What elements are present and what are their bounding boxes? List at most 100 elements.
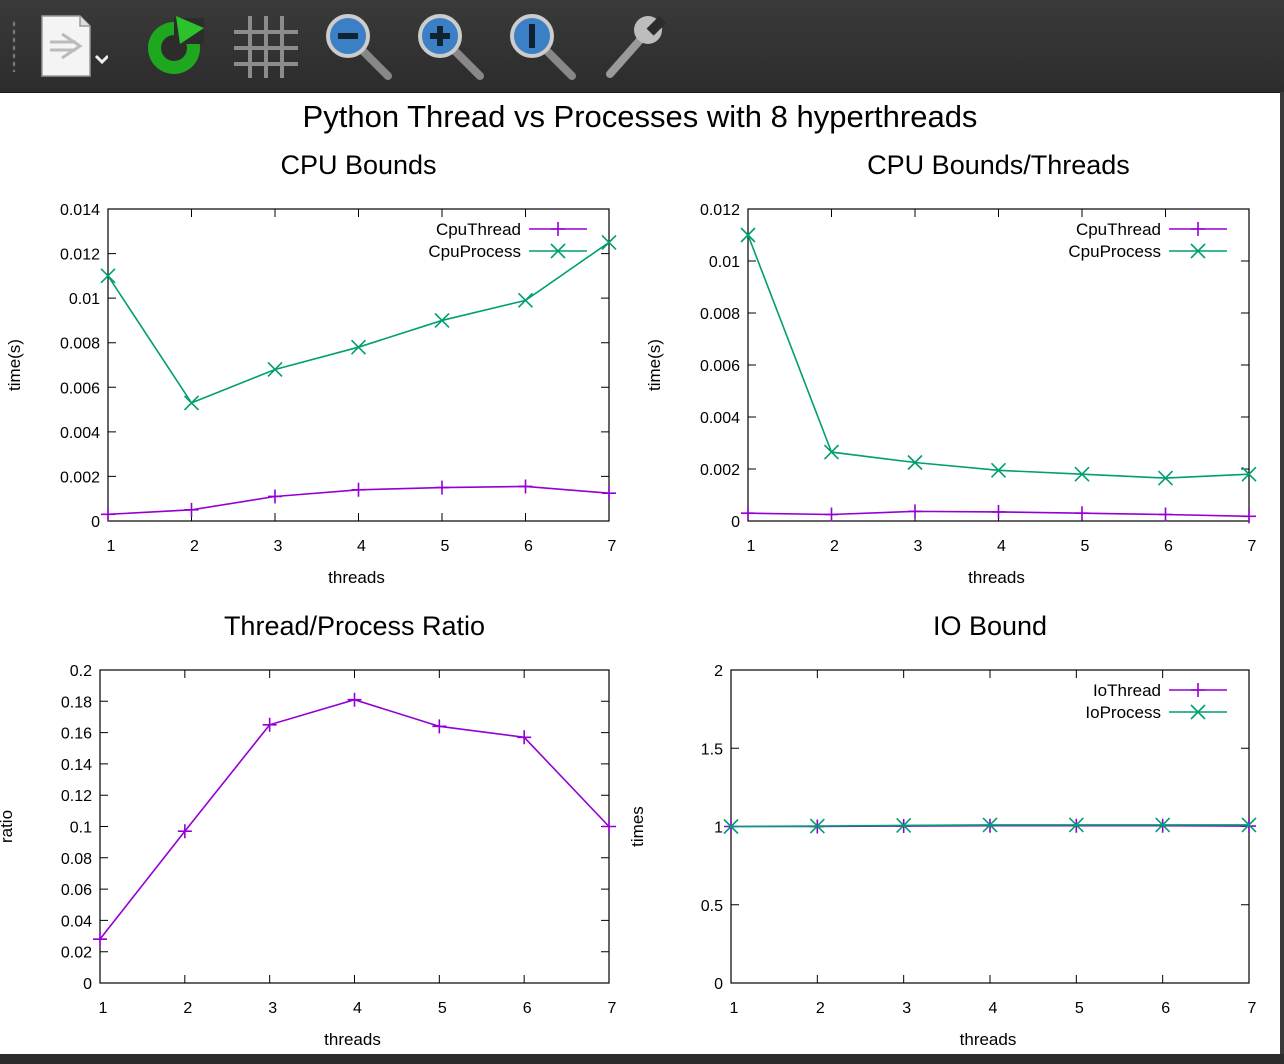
- figure: Python Thread vs Processes with 8 hypert…: [0, 92, 1280, 1054]
- y-tick-label: 2: [714, 663, 723, 680]
- y-tick-label: 0: [714, 976, 723, 993]
- data-point: [1155, 817, 1171, 833]
- data-point: [434, 312, 450, 328]
- x-tick-label: 7: [608, 538, 617, 555]
- data-point: [602, 819, 616, 834]
- y-tick-label: 0.008: [700, 306, 740, 323]
- plot-frame: [99, 669, 610, 984]
- x-tick-label: 5: [441, 538, 450, 555]
- x-axis-label: threads: [968, 568, 1025, 587]
- legend-label: IoThread: [1093, 681, 1161, 700]
- plot-frame: [747, 208, 1250, 522]
- y-tick-label: 0.002: [700, 462, 740, 479]
- data-point: [350, 339, 367, 355]
- data-point: [1241, 466, 1257, 482]
- toolbar: [0, 0, 1284, 93]
- data-point: [184, 502, 199, 517]
- y-axis-label: time(s): [5, 339, 24, 391]
- legend-label: CpuProcess: [1068, 242, 1161, 261]
- x-tick-label: 3: [902, 1000, 911, 1017]
- refresh-button[interactable]: [138, 10, 210, 82]
- x-tick-label: 3: [268, 1000, 277, 1017]
- chart-title: IO Bound: [933, 611, 1047, 641]
- zoom-in-icon: [418, 14, 484, 80]
- zoom-in-button[interactable]: [414, 10, 486, 82]
- data-point: [1068, 817, 1084, 833]
- x-tick-label: 6: [1161, 1000, 1170, 1017]
- y-axis-label: times: [628, 806, 647, 847]
- y-tick-label: 0.16: [61, 726, 92, 743]
- export-button[interactable]: [36, 10, 108, 82]
- y-tick-label: 0.12: [61, 788, 92, 805]
- data-point: [1241, 817, 1257, 833]
- series-line: [99, 698, 610, 940]
- x-tick-label: 4: [997, 538, 1006, 555]
- chart-3: Thread/Process Ratio 0 0.02 0.04 0.06 0.08 0.1…: [0, 611, 617, 1049]
- x-tick-label: 1: [107, 538, 116, 555]
- x-tick-label: 1: [730, 1000, 739, 1017]
- y-tick-label: 0: [731, 514, 740, 531]
- y-axis-label: time(s): [645, 339, 664, 391]
- legend-label: CpuProcess: [428, 242, 521, 261]
- data-point: [518, 479, 533, 494]
- x-tick-label: 1: [99, 1000, 108, 1017]
- series-line: [747, 234, 1250, 479]
- figure-canvas: Python Thread vs Processes with 8 hypert…: [0, 99, 1257, 1049]
- refresh-icon: [148, 16, 204, 74]
- series-ratio: [93, 692, 616, 947]
- x-tick-label: 6: [523, 1000, 532, 1017]
- chart-title: Thread/Process Ratio: [224, 611, 485, 641]
- series-cputhread: [741, 504, 1256, 524]
- chart-title: CPU Bounds: [280, 150, 436, 180]
- legend-marker: [551, 222, 565, 236]
- data-point: [1075, 506, 1089, 521]
- x-tick-label: 5: [1075, 1000, 1084, 1017]
- y-tick-label: 0.008: [60, 336, 100, 353]
- grid-button[interactable]: [228, 10, 300, 82]
- data-point: [823, 444, 840, 460]
- zoom-reset-icon: [510, 14, 576, 80]
- y-tick-label: 0.5: [701, 898, 723, 915]
- y-tick-label: 0.06: [61, 882, 92, 899]
- y-tick-label: 0.08: [61, 851, 92, 868]
- chart-2: CPU Bounds/Threads 0 0.002 0.004 0.006 0.008 0…: [645, 150, 1257, 587]
- figure-title: Python Thread vs Processes with 8 hypert…: [303, 99, 978, 134]
- y-tick-label: 0.012: [700, 202, 740, 219]
- toolbar-grip[interactable]: [12, 20, 16, 72]
- settings-button[interactable]: [598, 10, 670, 82]
- data-point: [93, 932, 107, 947]
- x-tick-label: 5: [1081, 538, 1090, 555]
- legend-label: CpuThread: [436, 220, 521, 239]
- y-tick-label: 0.14: [61, 757, 92, 774]
- data-point: [809, 818, 825, 834]
- y-tick-label: 0.002: [60, 469, 100, 486]
- y-tick-label: 0.014: [60, 202, 100, 219]
- x-tick-label: 3: [274, 538, 283, 555]
- data-point: [908, 504, 922, 519]
- data-point: [183, 395, 200, 411]
- chart-4: IO Bound 0 0.5 1 1.5 2 1 2 3 4 5 6 7 threads times IoTh…: [628, 611, 1257, 1049]
- window-frame-right: [1280, 92, 1284, 1064]
- plot-frame: [107, 208, 610, 522]
- data-point: [101, 507, 115, 522]
- x-tick-label: 6: [1164, 538, 1173, 555]
- x-tick-label: 2: [816, 1000, 825, 1017]
- zoom-reset-button[interactable]: [506, 10, 578, 82]
- x-axis-label: threads: [328, 568, 385, 587]
- settings-wrench-icon: [606, 15, 667, 78]
- export-icon: [41, 15, 108, 77]
- x-tick-label: 1: [747, 538, 756, 555]
- y-tick-label: 0.012: [60, 247, 100, 264]
- series-ioprocess: [723, 817, 1257, 835]
- y-axis-label: ratio: [0, 810, 16, 843]
- series-cpuprocess: [740, 227, 1257, 486]
- zoom-out-button[interactable]: [322, 10, 394, 82]
- x-tick-label: 7: [1248, 538, 1257, 555]
- series-cputhread: [101, 479, 616, 522]
- y-tick-label: 0.02: [61, 945, 92, 962]
- x-tick-label: 2: [830, 538, 839, 555]
- x-tick-label: 3: [914, 538, 923, 555]
- data-point: [982, 817, 998, 833]
- x-tick-label: 4: [353, 1000, 362, 1017]
- x-tick-label: 6: [524, 538, 533, 555]
